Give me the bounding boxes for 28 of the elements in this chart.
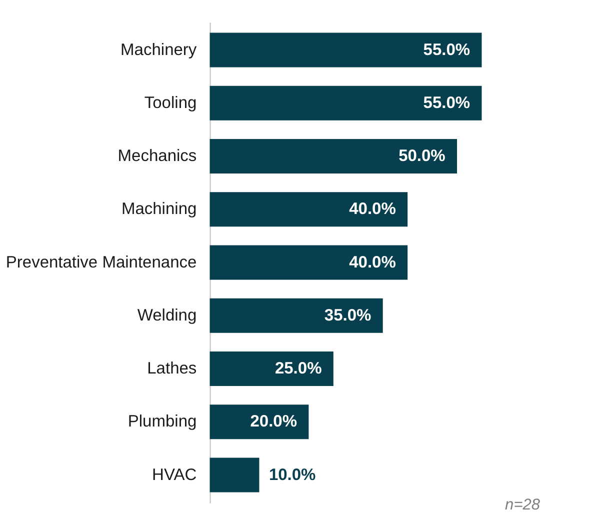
data-label: 40.0% — [349, 253, 396, 272]
bar — [210, 192, 408, 227]
bar — [210, 298, 383, 333]
bar — [210, 32, 482, 68]
y-tick-label: Machining — [121, 200, 197, 218]
text: n=28 — [505, 496, 540, 514]
y-tick-label: Plumbing — [128, 412, 197, 431]
bar — [210, 404, 309, 440]
bar — [210, 138, 458, 174]
data-label: 35.0% — [324, 306, 372, 324]
y-tick-label: Preventative Maintenance — [6, 253, 197, 272]
bar — [210, 245, 408, 280]
bar — [210, 86, 482, 120]
y-tick-label: HVAC — [152, 466, 197, 484]
data-label: 55.0% — [423, 94, 470, 112]
y-tick-label: Lathes — [147, 360, 197, 378]
data-label: 10.0% — [268, 466, 316, 484]
data-label: 55.0% — [423, 40, 470, 59]
y-tick-label: Tooling — [144, 94, 197, 112]
y-tick-label: Machinery — [120, 40, 198, 59]
bar — [210, 351, 334, 386]
y-tick-label: Welding — [137, 306, 197, 324]
y-tick-label: Mechanics — [118, 147, 197, 166]
data-label: 40.0% — [349, 200, 396, 218]
data-label: 50.0% — [398, 147, 446, 166]
data-label: 25.0% — [274, 360, 322, 378]
bar — [210, 458, 260, 492]
data-label: 20.0% — [250, 412, 298, 431]
